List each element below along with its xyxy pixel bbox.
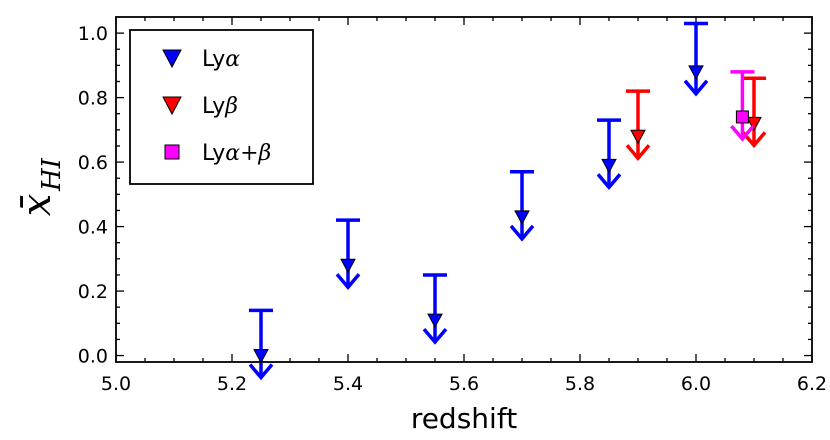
upper-limit-arrow: [335, 273, 361, 290]
upper-limit-arrow: [683, 79, 709, 97]
triangle-marker: [688, 65, 704, 80]
triangle-marker: [340, 258, 356, 274]
x-tick-label: 5.2: [217, 373, 247, 395]
y-axis-label-sub: HI: [37, 157, 67, 192]
triangle-marker: [427, 313, 443, 329]
y-tick-label: 0.2: [78, 281, 108, 303]
y-tick-label: 0.8: [78, 88, 108, 110]
upper-limit-arrow: [509, 224, 535, 242]
data-point: [335, 218, 361, 290]
upper-limit-arrow: [730, 124, 755, 142]
upper-limit-arrow: [625, 144, 651, 162]
x-tick-label: 5.6: [449, 373, 479, 395]
data-point: [730, 70, 755, 142]
legend-entry: Lyα+β: [202, 141, 271, 166]
x-tick-label: 6.2: [797, 373, 827, 395]
legend-entry: Lyβ: [202, 94, 238, 119]
y-tick-label: 0.0: [78, 346, 108, 368]
legend: Lyα Lyβ Lyα+β: [129, 29, 314, 185]
legend-entry: Lyα: [202, 47, 240, 72]
upper-limit-arrow: [248, 363, 274, 381]
upper-limit-arrow: [422, 327, 448, 345]
triangle-marker: [601, 158, 617, 174]
plot-frame: [115, 16, 813, 363]
legend-box: [129, 29, 314, 185]
y-tick-label: 1.0: [78, 23, 108, 45]
legend-marker: [162, 49, 182, 69]
plot-marks: [248, 21, 767, 381]
data-point: [509, 170, 535, 242]
y-axis-label: x̄ HI: [14, 157, 67, 216]
upper-limit-arrow: [741, 131, 767, 149]
data-point: [248, 308, 274, 381]
triangle-marker: [514, 210, 530, 225]
upper-limit-arrow: [596, 173, 622, 191]
data-point: [422, 273, 448, 345]
y-tick-label: 0.4: [78, 217, 108, 239]
triangle-marker: [746, 116, 762, 132]
x-tick-label: 5.4: [333, 373, 363, 395]
data-point: [596, 118, 622, 191]
y-tick-label: 0.6: [78, 152, 108, 174]
square-marker: [735, 110, 749, 124]
x-tick-label: 5.8: [565, 373, 595, 395]
axis-ticks: 5.0 5.2 5.4 5.6 5.8 6.0 6.2 0.0 0.2 0.4 0.6 0.8 1.0: [78, 17, 827, 395]
triangle-marker: [253, 349, 269, 364]
triangle-marker: [630, 129, 646, 145]
x-tick-label: 6.0: [681, 373, 711, 395]
y-axis-label-main: x̄: [14, 194, 60, 217]
data-point: [683, 21, 709, 97]
data-point: [625, 89, 651, 162]
legend-marker: [164, 144, 180, 160]
x-tick-label: 5.0: [101, 373, 131, 395]
legend-marker: [162, 96, 182, 116]
x-axis-label: redshift: [411, 402, 517, 435]
data-point: [741, 76, 767, 149]
